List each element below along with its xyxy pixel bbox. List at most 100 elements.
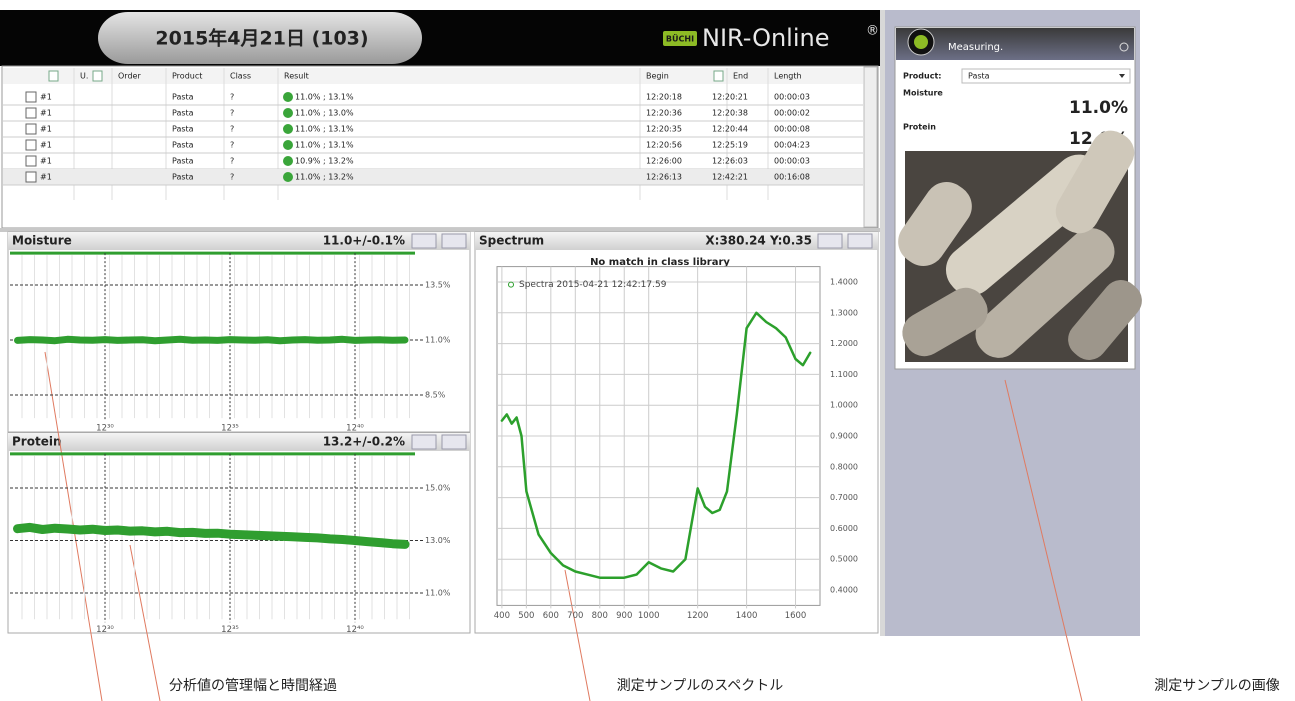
x-tick-label: 1000 <box>638 611 660 621</box>
table-cell: 11.0% ; 13.1% <box>295 93 354 102</box>
table-cell: 00:16:08 <box>774 173 810 182</box>
splitter <box>0 228 880 232</box>
table-cell: ? <box>230 125 234 134</box>
column-header: End <box>733 72 748 81</box>
x-tick-label: 400 <box>494 611 510 621</box>
registered-mark: ® <box>866 24 879 39</box>
y-tick-label: 0.6000 <box>830 524 858 533</box>
x-tick-label: 700 <box>567 611 583 621</box>
status: Measuring. <box>948 42 1003 53</box>
table-cell: 00:00:08 <box>774 125 810 134</box>
table-cell: 00:04:23 <box>774 141 810 150</box>
eye-icon <box>914 35 928 49</box>
x-tick-label: 12³⁰ <box>96 625 114 635</box>
column-icon <box>714 71 723 81</box>
field-label: Product: <box>903 72 942 81</box>
x-tick-label: 900 <box>616 611 632 621</box>
y-tick-label: 15.0% <box>425 484 451 493</box>
status-icon <box>283 108 293 118</box>
table-cell: 12:20:56 <box>646 141 682 150</box>
row-checkbox[interactable] <box>26 108 36 118</box>
table-cell: 00:00:03 <box>774 157 810 166</box>
maximize-button[interactable] <box>442 435 466 449</box>
table-cell: 12:26:00 <box>646 157 682 166</box>
minimize-button[interactable] <box>412 234 436 248</box>
table-cell: 00:00:02 <box>774 109 810 118</box>
column-header: Class <box>230 72 251 81</box>
row-checkbox[interactable] <box>26 140 36 150</box>
panel-title: Moisture <box>12 234 72 248</box>
field-value: 11.0% <box>1069 98 1128 118</box>
y-tick-label: 1.1000 <box>830 370 858 379</box>
x-tick-label: 1400 <box>736 611 758 621</box>
panel-value: X:380.24 Y:0.35 <box>705 234 812 248</box>
table-cell: 12:26:03 <box>712 157 748 166</box>
table-cell: 12:25:19 <box>712 141 748 150</box>
row-checkbox[interactable] <box>26 92 36 102</box>
table-cell: Pasta <box>172 125 194 134</box>
table-cell: ? <box>230 157 234 166</box>
y-tick-label: 0.5000 <box>830 555 858 564</box>
row-checkbox[interactable] <box>26 156 36 166</box>
y-tick-label: 13.0% <box>425 536 451 545</box>
y-tick-label: 1.3000 <box>830 308 858 317</box>
maximize-button[interactable] <box>442 234 466 248</box>
callout-text: 測定サンプルの画像 <box>1154 678 1280 694</box>
column-header: Result <box>284 72 309 81</box>
legend-label: Spectra 2015-04-21 12:42:17.59 <box>519 280 667 290</box>
x-tick-label: 600 <box>543 611 559 621</box>
table-cell: ? <box>230 109 234 118</box>
x-tick-label: 12⁴⁰ <box>346 625 364 635</box>
spectrum-panel <box>475 232 878 633</box>
panel-title: Protein <box>12 435 62 449</box>
column-header: Product <box>172 72 202 81</box>
x-tick-label: 12³⁵ <box>221 424 239 434</box>
status-icon <box>283 140 293 150</box>
column-header: Begin <box>646 72 669 81</box>
data-line <box>18 339 406 340</box>
y-tick-label: 0.4000 <box>830 586 858 595</box>
field-label: Protein <box>903 123 936 132</box>
table-cell: #1 <box>40 173 52 182</box>
table-cell: 11.0% ; 13.0% <box>295 109 354 118</box>
table-cell: Pasta <box>172 173 194 182</box>
minimize-button[interactable] <box>412 435 436 449</box>
table-cell: ? <box>230 141 234 150</box>
y-tick-label: 13.5% <box>425 281 451 290</box>
table-cell: 10.9% ; 13.2% <box>295 157 354 166</box>
table-cell: 11.0% ; 13.2% <box>295 173 354 182</box>
table-cell: 11.0% ; 13.1% <box>295 141 354 150</box>
table-cell: #1 <box>40 141 52 150</box>
x-tick-label: 1600 <box>785 611 807 621</box>
y-tick-label: 1.4000 <box>830 278 858 287</box>
sample-image <box>890 123 1150 367</box>
table-cell: Pasta <box>172 141 194 150</box>
table-cell: 12:20:18 <box>646 93 682 102</box>
table-cell: 12:42:21 <box>712 173 748 182</box>
column-header: Length <box>774 72 802 81</box>
y-tick-label: 11.0% <box>425 589 451 598</box>
brand: BÜCHI <box>666 34 694 44</box>
table-cell: 12:20:44 <box>712 125 748 134</box>
y-tick-label: 1.0000 <box>830 401 858 410</box>
splitter <box>880 10 885 636</box>
product-value: Pasta <box>968 72 990 81</box>
row-checkbox[interactable] <box>26 124 36 134</box>
status-icon <box>283 124 293 134</box>
y-tick-label: 0.8000 <box>830 462 858 471</box>
screen: 2015年4月21日 (103) BÜCHI NIR-Online ® U.Or… <box>0 0 1295 701</box>
column-header: Order <box>118 72 141 81</box>
maximize-button[interactable] <box>848 234 872 248</box>
minimize-button[interactable] <box>818 234 842 248</box>
scrollbar[interactable] <box>864 67 877 227</box>
x-tick-label: 1200 <box>687 611 709 621</box>
y-tick-label: 11.0% <box>425 336 451 345</box>
row-checkbox[interactable] <box>26 172 36 182</box>
table-cell: 00:00:03 <box>774 93 810 102</box>
callout-text: 分析値の管理幅と時間経過 <box>169 678 337 694</box>
table-cell: 12:20:36 <box>646 109 682 118</box>
x-tick-label: 800 <box>592 611 608 621</box>
table-cell: #1 <box>40 125 52 134</box>
product-name: NIR-Online <box>702 24 829 52</box>
x-tick-label: 12⁴⁰ <box>346 424 364 434</box>
